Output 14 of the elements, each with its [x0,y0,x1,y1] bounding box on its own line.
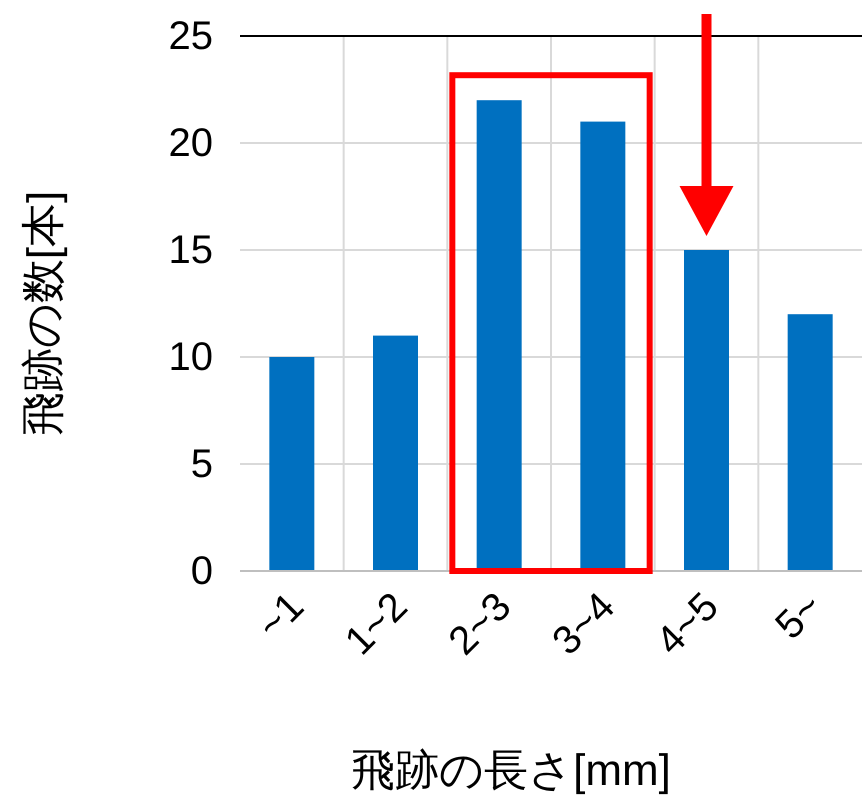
x-tick-label: 5~ [767,584,831,648]
y-tick-label: 15 [168,228,213,272]
x-axis-title: 飛跡の長さ[mm] [351,746,671,795]
x-tick-label: 3~4 [544,584,624,664]
x-tick-label: ~1 [248,584,312,648]
y-tick-label: 10 [168,335,213,379]
x-tick-label: 4~5 [648,584,727,664]
y-tick-label: 20 [168,121,213,165]
x-tick-label: 2~3 [440,584,520,664]
y-tick-label: 0 [190,549,213,593]
y-axis-title: 飛跡の数[本] [19,190,68,436]
y-tick-label: 25 [168,14,213,58]
y-tick-label: 5 [190,442,213,486]
x-tick-label: 1~2 [336,584,416,664]
